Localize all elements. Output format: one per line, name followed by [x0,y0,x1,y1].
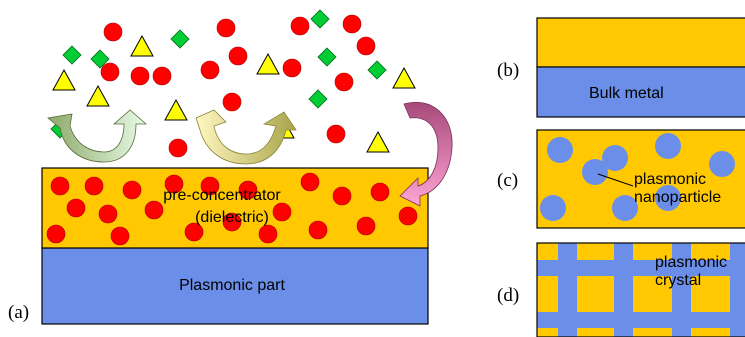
red-molecule [228,46,248,66]
red-molecule [334,72,354,92]
yellow-molecule [164,98,188,121]
yellow-molecule [392,66,416,89]
nanoparticle [547,137,573,163]
crystal-lattice [537,243,745,337]
red-molecule [184,222,204,242]
green-molecule [310,9,330,29]
yellow-molecule [86,84,110,107]
nanoparticle [582,159,608,185]
green-molecule [308,89,328,109]
red-molecule [164,174,184,194]
red-molecule [122,180,142,200]
nanoparticle [612,195,638,221]
red-molecule [356,36,376,56]
panel-d-tag: (d) [497,285,519,306]
red-molecule [144,200,164,220]
red-molecule [66,198,86,218]
green-molecule [170,29,190,49]
nanoparticle [540,195,566,221]
red-molecule [200,176,220,196]
panel-c: plasmonic nanoparticle (c) [497,129,745,229]
red-molecule [258,224,278,244]
red-molecule [282,58,302,78]
green-molecule [317,47,337,67]
red-molecule [370,182,390,202]
free-red-molecules [100,14,376,158]
bulk-metal-layer [536,66,745,118]
red-molecule [356,216,376,236]
nanoparticle-label-line2: nanoparticle [634,189,721,206]
yellow-molecule [52,68,76,91]
bulk-metal-top-layer [536,17,745,68]
red-molecule [272,202,292,222]
crystal-row [537,260,745,276]
adsorption-arrows [47,102,453,207]
embedded-molecules [46,172,418,246]
red-molecule [98,204,118,224]
red-molecule [326,124,346,144]
green-exchange-arrow [47,109,148,163]
panel-c-tag: (c) [497,170,518,191]
red-molecule [222,212,242,232]
nanoparticle-label-line1: plasmonic [634,171,706,188]
yellow-exchange-arrow [195,109,297,165]
red-molecule [308,220,328,240]
green-molecule [62,45,82,65]
panel-d: plasmonic crystal (d) [497,242,745,337]
green-molecule [90,49,110,69]
red-molecule [84,176,104,196]
red-molecule [222,92,242,112]
panel-a-tag: (a) [8,302,29,323]
crystal-label-line2: crystal [655,272,701,289]
red-molecule [200,60,220,80]
red-molecule [342,14,362,34]
red-molecule [46,224,66,244]
panel-a: pre-concentrator (dielectric) Plasmonic … [8,9,453,325]
red-molecule [300,172,320,192]
red-molecule [110,226,130,246]
dielectric-label-line1: pre-concentrator [163,187,281,204]
nanoparticle [602,145,628,171]
yellow-molecule [130,34,154,57]
nanoparticles [540,133,735,221]
nanoparticle [655,133,681,159]
crystal-row [537,312,745,328]
red-molecule [216,18,236,38]
bulk-metal-label: Bulk metal [589,85,664,102]
panel-b: Bulk metal (b) [497,17,745,118]
crystal-label-line1: plasmonic [655,254,727,271]
red-molecule [152,66,172,86]
yellow-molecule [256,52,280,75]
dielectric-label-line2: (dielectric) [195,209,269,226]
free-green-molecules [50,9,387,139]
green-molecule [367,60,387,80]
panel-b-tag: (b) [497,60,519,81]
yellow-molecule [366,130,390,153]
nanoparticle [655,185,681,211]
red-molecule [103,22,123,42]
red-molecule [100,62,120,82]
red-molecule [398,206,418,226]
nanoparticle [709,151,735,177]
red-molecule [130,66,150,86]
nanoparticle-pointer [597,173,634,187]
red-molecule [290,16,310,36]
plasmonic-part-layer [41,247,429,325]
red-molecule [168,138,188,158]
crystal-frame [536,242,745,337]
red-molecule [238,180,258,200]
red-molecule [332,186,352,206]
red-molecule [50,176,70,196]
pink-injection-arrow [399,102,453,207]
plasmonic-part-label: Plasmonic part [179,277,285,294]
